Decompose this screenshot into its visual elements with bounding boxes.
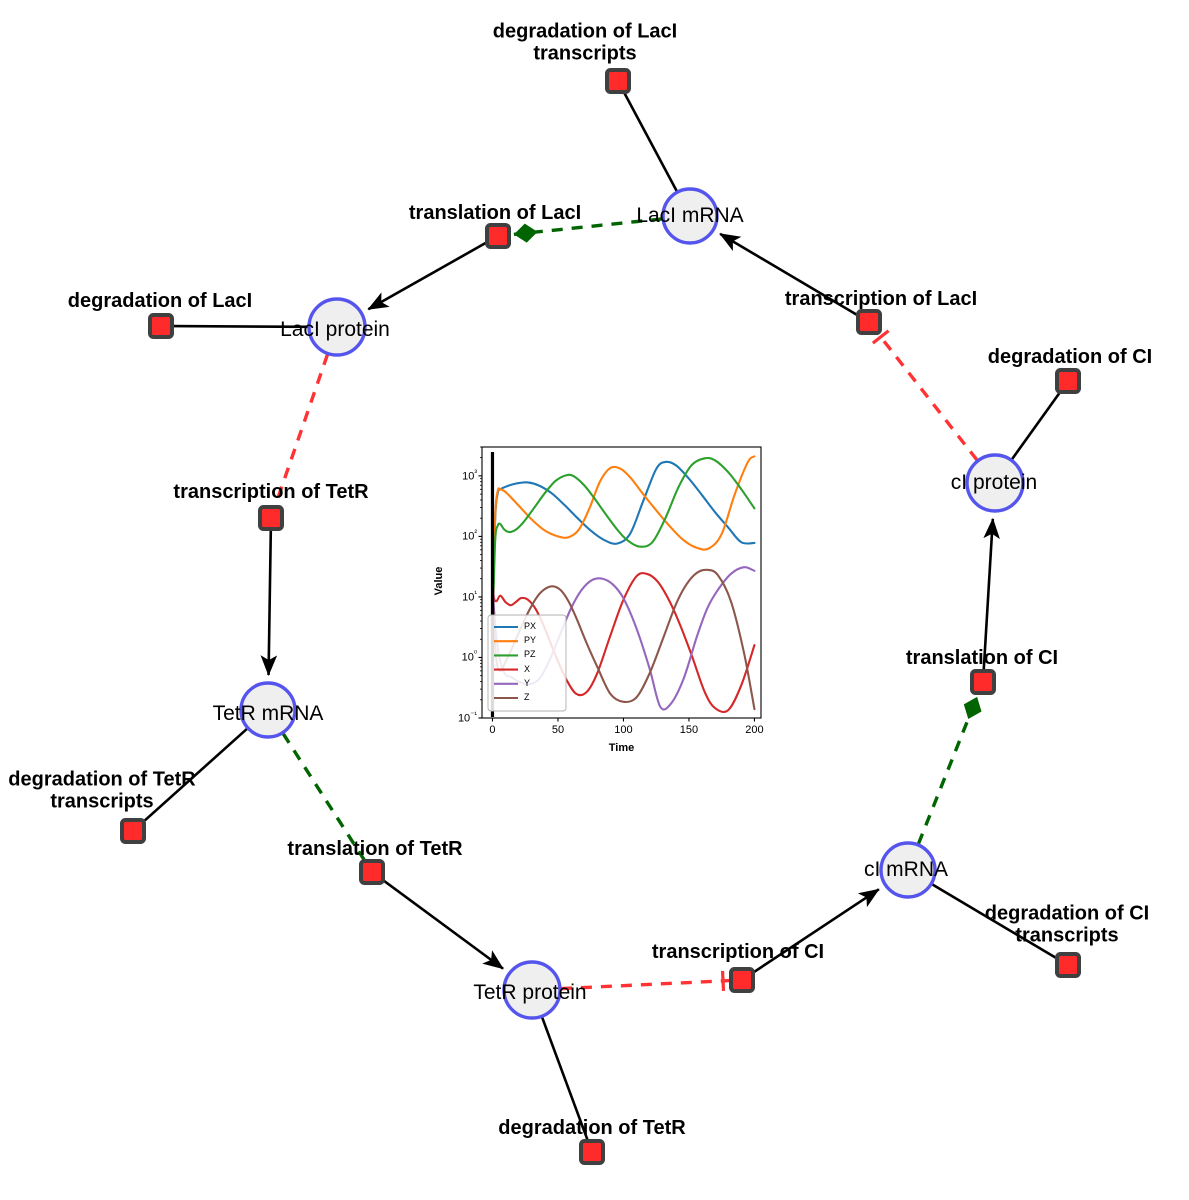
network-edge (622, 90, 678, 192)
reaction-node-deg_ci_tx[interactable] (1055, 952, 1081, 978)
reaction-node-deg_laci_tx[interactable] (605, 68, 631, 94)
inset-timecourse-chart: PX PY PZ X Y Z 0 50 100 150 200 10⁻¹ 10⁰ 10¹ 10² 10³ Tim… (433, 437, 772, 758)
network-edge (367, 240, 490, 311)
chart-line-PY (491, 455, 756, 635)
network-edge (513, 217, 663, 243)
network-edge (140, 727, 249, 825)
network-edge (982, 517, 1000, 672)
network-edge (171, 324, 309, 329)
network-edge (540, 1016, 590, 1143)
legend-label-PX: PX (524, 621, 537, 631)
chart-legend-box (487, 614, 567, 712)
x-tick-label: 50 (551, 724, 565, 736)
reaction-node-tx_laci[interactable] (856, 309, 882, 335)
inhibition-tee-icon (720, 970, 726, 991)
reaction-node-layer (120, 68, 1081, 1165)
network-edge (719, 232, 861, 318)
y-tick-label: 10² (462, 528, 477, 544)
y-tick-label: 10⁻¹ (457, 710, 477, 725)
network-edge (260, 528, 278, 677)
y-tick-label: 10⁰ (461, 649, 477, 665)
chart-line-X (491, 572, 756, 714)
legend-label-X: X (524, 663, 531, 674)
chart-tick-marks (478, 446, 756, 722)
network-edge (1010, 389, 1063, 461)
y-tick-label: 10¹ (462, 588, 477, 604)
species-node-laci_mrna[interactable] (661, 187, 719, 245)
network-edge (931, 883, 1060, 961)
inset-chart-svg (478, 446, 762, 722)
reaction-node-transl_laci[interactable] (485, 223, 511, 249)
network-edge (281, 732, 368, 864)
network-edge (272, 353, 330, 509)
x-tick-label: 0 (489, 724, 496, 736)
species-node-tetr_mrna[interactable] (239, 681, 297, 739)
legend-frame (487, 614, 567, 712)
x-tick-label: 100 (614, 724, 633, 736)
network-edge (875, 330, 979, 462)
network-edge (380, 877, 504, 970)
reaction-node-deg_tetr_tx[interactable] (120, 818, 146, 844)
x-tick-label: 150 (679, 724, 699, 736)
reaction-node-tx_ci[interactable] (729, 967, 755, 993)
network-edge (560, 978, 731, 991)
species-node-ci_mrna[interactable] (879, 841, 937, 899)
chart-line-PX (491, 460, 756, 635)
y-tick-label: 10³ (462, 467, 477, 483)
species-node-tetr_protein[interactable] (502, 960, 562, 1020)
reaction-node-deg_laci[interactable] (148, 313, 174, 339)
reaction-node-deg_tetr[interactable] (579, 1139, 605, 1165)
network-edge (750, 888, 880, 976)
edge-layer (140, 90, 1063, 1143)
reaction-node-deg_ci[interactable] (1055, 368, 1081, 394)
x-tick-label: 200 (745, 724, 764, 736)
chart-line-PZ (491, 456, 756, 635)
species-node-ci_protein[interactable] (965, 453, 1025, 513)
legend-label-PZ: PZ (524, 649, 536, 660)
reaction-node-tx_tetr[interactable] (258, 505, 284, 531)
network-edge (916, 696, 982, 845)
reaction-node-transl_tetr[interactable] (359, 859, 385, 885)
x-axis-title: Time (608, 742, 635, 754)
inhibition-tee-icon (871, 329, 890, 345)
y-axis-title: Value (433, 566, 445, 595)
species-node-layer (239, 187, 1025, 1020)
legend-label-Y: Y (524, 677, 531, 688)
legend-label-Z: Z (524, 692, 530, 702)
species-node-laci_protein[interactable] (307, 297, 367, 357)
legend-label-PY: PY (524, 635, 537, 646)
reaction-node-transl_ci[interactable] (970, 669, 996, 695)
